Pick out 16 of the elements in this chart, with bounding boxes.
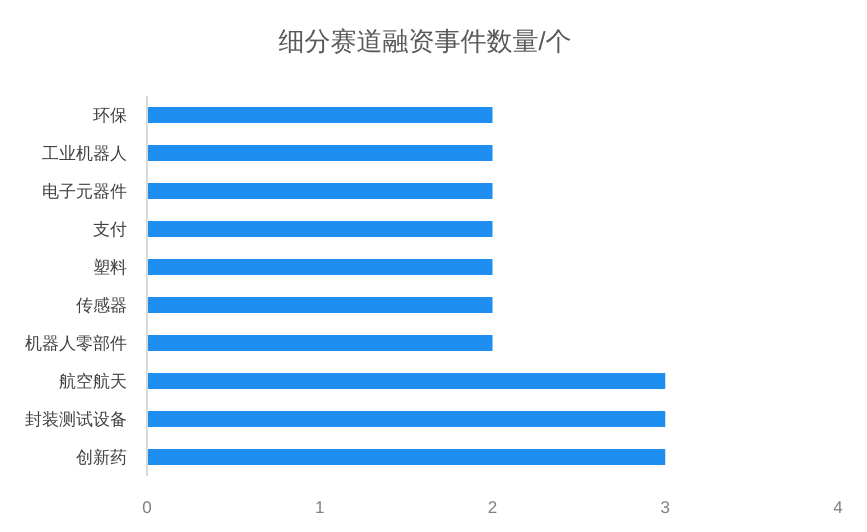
xtick: 2: [488, 498, 498, 517]
xtick: 3: [660, 498, 670, 517]
ylabel-cat: 航空航天: [59, 372, 127, 391]
ylabel-cat: 支付: [93, 220, 127, 239]
ylabel-cat: 创新药: [76, 448, 127, 467]
ylabel-cat: 工业机器人: [42, 144, 127, 163]
ylabel-cat: 封装测试设备: [25, 410, 127, 429]
ylabel-cat: 塑料: [93, 258, 127, 277]
xtick: 1: [315, 498, 324, 517]
ylabel-cat: 传感器: [76, 296, 127, 315]
ylabel-cat: 电子元器件: [42, 182, 127, 201]
xtick: 4: [833, 498, 843, 517]
ylabel-cat: 环保: [93, 106, 127, 125]
title: 细分赛道融资事件数量/个: [278, 26, 572, 56]
xtick: 0: [142, 498, 152, 517]
ylabel-cat: 机器人零部件: [25, 334, 127, 353]
